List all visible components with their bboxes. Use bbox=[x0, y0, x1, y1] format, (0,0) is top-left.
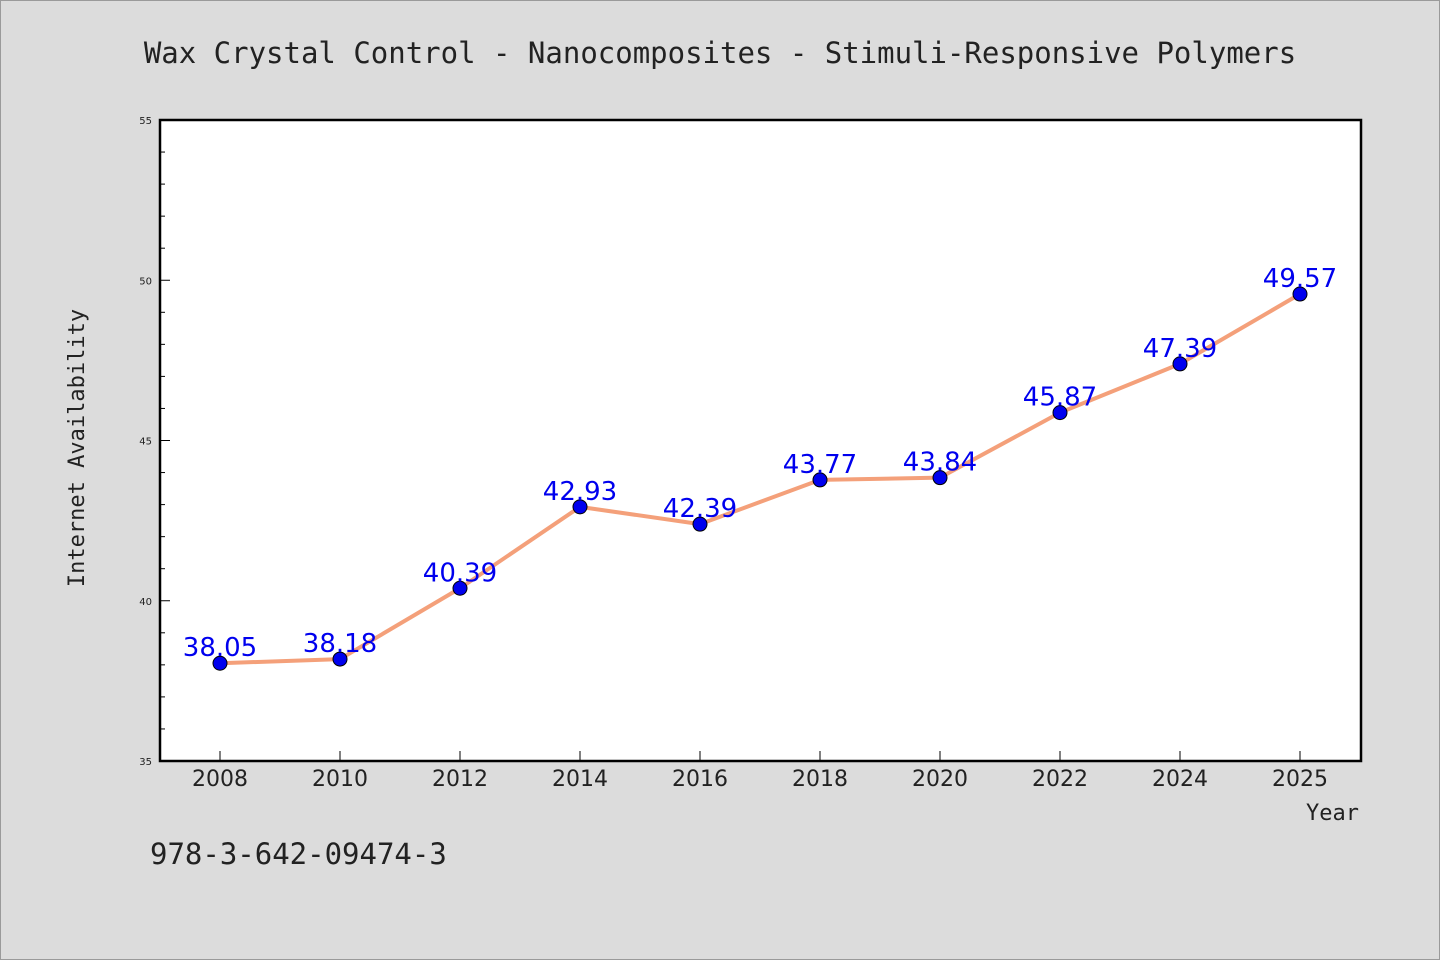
data-label: 47.39 bbox=[1143, 334, 1217, 364]
plot-frame bbox=[158, 118, 1363, 763]
data-point bbox=[812, 472, 828, 488]
data-label: 38.18 bbox=[303, 629, 377, 659]
data-label: 45.87 bbox=[1023, 383, 1097, 413]
data-label: 42.93 bbox=[543, 477, 617, 507]
x-tick-label: 2025 bbox=[1272, 767, 1328, 792]
data-point bbox=[452, 580, 468, 596]
y-tick-label: 35 bbox=[139, 757, 152, 768]
x-tick-label: 2020 bbox=[912, 767, 968, 792]
data-label: 42.39 bbox=[663, 494, 737, 524]
data-label: 40.39 bbox=[423, 558, 497, 588]
series-line bbox=[218, 292, 1302, 666]
x-tick-label: 2014 bbox=[552, 767, 608, 792]
data-label: 43.84 bbox=[903, 448, 977, 478]
x-tick-label: 2018 bbox=[792, 767, 848, 792]
data-label: 38.05 bbox=[183, 633, 257, 663]
y-axis-label: Internet Availability bbox=[65, 309, 90, 587]
x-tick-label: 2016 bbox=[672, 767, 728, 792]
x-axis-ticks: 2008 2010 2012 2014 2016 2018 2020 2022 2024 2025 bbox=[192, 751, 1328, 792]
isbn-footer-text: 978-3-642-09474-3 bbox=[150, 837, 447, 871]
chart-title: Wax Crystal Control - Nanocomposites - S… bbox=[144, 36, 1296, 70]
x-tick-label: 2012 bbox=[432, 767, 488, 792]
data-point bbox=[692, 516, 708, 532]
y-tick-label: 50 bbox=[139, 276, 152, 287]
data-label: 49.57 bbox=[1263, 264, 1337, 294]
x-tick-label: 2010 bbox=[312, 767, 368, 792]
series-layer: 38.05 38.18 40.39 42.93 42.39 43.77 43.84 45.87… bbox=[183, 264, 1337, 671]
x-tick-label: 2008 bbox=[192, 767, 248, 792]
x-tick-label: 2022 bbox=[1032, 767, 1088, 792]
y-tick-label: 55 bbox=[139, 116, 152, 127]
data-label: 43.77 bbox=[783, 450, 857, 480]
data-point bbox=[572, 499, 588, 515]
x-tick-label: 2024 bbox=[1152, 767, 1208, 792]
y-tick-label: 45 bbox=[139, 437, 152, 448]
x-axis-label: Year bbox=[1306, 801, 1359, 826]
plot-area bbox=[160, 120, 1361, 761]
data-point bbox=[212, 655, 228, 671]
y-tick-label: 40 bbox=[139, 597, 152, 608]
data-point bbox=[932, 470, 948, 486]
data-point bbox=[332, 651, 348, 667]
data-point bbox=[1052, 405, 1068, 421]
data-point bbox=[1292, 286, 1308, 302]
data-point bbox=[1172, 356, 1188, 372]
